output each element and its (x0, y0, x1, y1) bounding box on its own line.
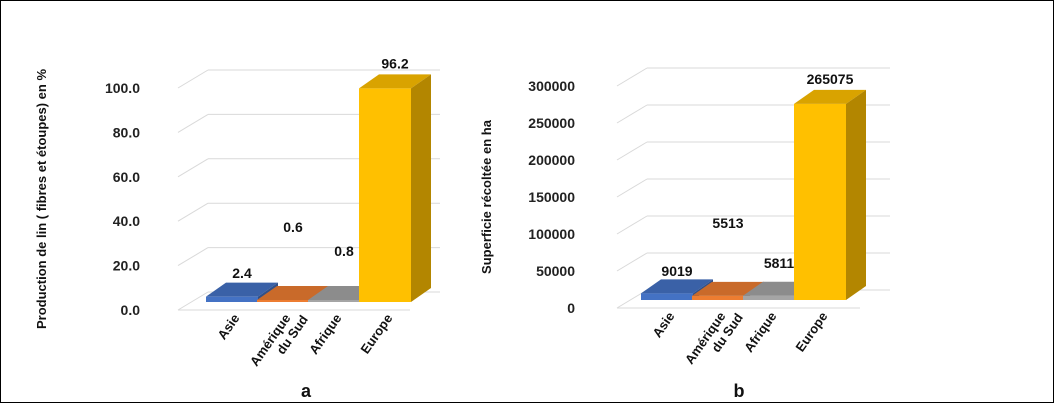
panel-b-category-label-2-line-0: Afrique (741, 309, 779, 355)
panel-a-bar-3 (359, 88, 411, 302)
panel-a-ytick-0: 0.0 (121, 302, 141, 318)
panel-a-value-label-2: 0.8 (334, 243, 354, 259)
panel-a-bar-0 (206, 296, 258, 302)
panel-b-ytick-5: 250000 (528, 115, 575, 131)
panel-a-y-axis-title: Production de lin ( fibres et étoupes) e… (34, 69, 49, 329)
panel-b-category-label-3-line-0: Europe (792, 309, 830, 354)
panel-b-bar-top-0 (641, 279, 713, 294)
panel-a-value-label-0: 2.4 (232, 265, 252, 281)
panel-a-category-label-0: Asie (214, 311, 242, 342)
panel-b-bar-side-3 (846, 89, 866, 300)
panel-a-category-label-3-line-0: Europe (357, 311, 395, 356)
panel-a-bar-top-3 (359, 74, 431, 89)
panel-a-bar-1 (257, 300, 309, 302)
panel-b-grid-side-6 (616, 67, 648, 87)
panel-a-category-label-2-line-0: Afrique (306, 311, 344, 357)
panel-a-ytick-3: 60.0 (113, 169, 140, 185)
panel-a-grid-side-3 (177, 158, 209, 178)
panel-a-value-label-1: 0.6 (283, 219, 303, 235)
panel-b-ytick-4: 200000 (528, 152, 575, 168)
panel-b-bar-1 (692, 295, 744, 300)
panel-b-y-axis-title: Superficie récoltée en ha (479, 119, 494, 274)
panel-a-value-label-3: 96.2 (381, 55, 408, 71)
panel-b-ytick-0: 0 (567, 300, 575, 316)
panel-b-grid-side-5 (616, 104, 648, 124)
panel-b-bar-top-3 (794, 89, 866, 104)
panel-b-grid-side-2 (616, 215, 648, 235)
panel-b-category-label-3: Europe (792, 309, 830, 354)
panel-a-grid-side-5 (177, 69, 209, 89)
panel-a-category-label-2: Afrique (306, 311, 344, 357)
panel-b-ytick-6: 300000 (528, 78, 575, 94)
panel-a-grid-side-1 (177, 247, 209, 267)
panel-b-grid-side-3 (616, 178, 648, 198)
panel-b-value-label-3: 265075 (807, 71, 854, 87)
panel-b-bar-top-1 (692, 281, 764, 296)
panel-a-grid-side-2 (177, 202, 209, 222)
panel-b-category-label-0: Asie (649, 309, 677, 340)
panel-a-label: a (301, 381, 312, 401)
panel-a-grid-side-0 (177, 291, 209, 311)
panel-b-bar-3 (794, 103, 846, 300)
panel-b-ytick-1: 50000 (536, 263, 575, 279)
panel-b-grid-side-4 (616, 141, 648, 161)
panel-a-ytick-4: 80.0 (113, 124, 140, 140)
panel-a-bar-top-1 (257, 286, 329, 300)
panel-b-bar-2 (743, 295, 795, 300)
panel-b-ytick-2: 100000 (528, 226, 575, 242)
panel-b-bar-0 (641, 293, 693, 300)
panel-a-ytick-1: 20.0 (113, 258, 140, 274)
panel-a-ytick-5: 100.0 (105, 80, 140, 96)
panel-b-value-label-2: 5811 (764, 255, 795, 271)
panel-a-bar-side-3 (411, 74, 431, 302)
panel-a-ytick-2: 40.0 (113, 213, 140, 229)
panel-b-value-label-1: 5513 (712, 215, 743, 231)
panel-a-grid-side-4 (177, 113, 209, 133)
panel-a-bar-top-0 (206, 282, 278, 297)
panel-a-category-label-3: Europe (357, 311, 395, 356)
panel-a-category-label-1: Amériquedu Sud (247, 304, 311, 378)
panel-b-ytick-3: 150000 (528, 189, 575, 205)
panel-b-category-label-0-line-0: Asie (649, 309, 677, 340)
panel-b-category-label-2: Afrique (741, 309, 779, 355)
panel-a-bar-2 (308, 300, 360, 302)
panel-b-label: b (734, 381, 745, 401)
panel-a-category-label-0-line-0: Asie (214, 311, 242, 342)
panel-b-grid-side-1 (616, 252, 648, 272)
panel-b-category-label-1: Amériquedu Sud (682, 302, 746, 376)
panel-b-value-label-0: 9019 (661, 263, 692, 279)
